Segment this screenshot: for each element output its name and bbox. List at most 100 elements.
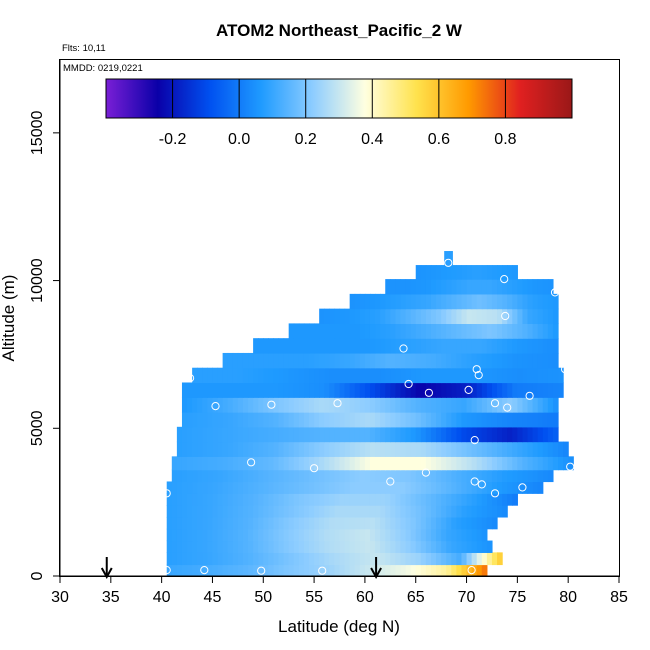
heatmap-cell xyxy=(380,338,386,354)
heatmap-cell xyxy=(466,469,473,483)
heatmap-cell xyxy=(268,456,275,471)
measurement-point xyxy=(500,275,509,284)
heatmap-cell xyxy=(319,469,325,483)
measurement-point xyxy=(162,566,171,575)
heatmap-cell xyxy=(176,481,183,494)
heatmap-cell xyxy=(486,382,493,398)
heatmap-cell xyxy=(390,367,396,384)
heatmap-cell xyxy=(369,412,376,428)
heatmap-cell xyxy=(542,293,549,310)
measurement-point xyxy=(470,477,479,486)
x-tick-label: 45 xyxy=(204,589,222,606)
heatmap-cell xyxy=(385,293,391,310)
heatmap-cell xyxy=(410,426,417,443)
heatmap-cell xyxy=(400,552,407,566)
heatmap-cell xyxy=(497,265,503,280)
heatmap-cell xyxy=(237,505,244,518)
heatmap-cell xyxy=(486,426,493,443)
heatmap-cell xyxy=(461,412,468,428)
heatmap-cell xyxy=(334,481,341,494)
heatmap-cell xyxy=(441,397,447,413)
heatmap-cell xyxy=(486,279,493,295)
heatmap-cell xyxy=(222,367,229,384)
heatmap-cell xyxy=(202,564,208,577)
heatmap-cell xyxy=(334,382,341,398)
heatmap-cell xyxy=(253,469,259,483)
heatmap-cell xyxy=(278,552,285,566)
heatmap-cell xyxy=(395,481,402,494)
heatmap-cell xyxy=(471,441,478,457)
heatmap-cell xyxy=(481,367,488,384)
measurement-point xyxy=(421,468,430,477)
x-axis-label: Latitude (deg N) xyxy=(278,617,400,636)
heatmap-cell xyxy=(339,564,346,577)
heatmap-cell xyxy=(268,505,275,518)
heatmap-cell xyxy=(558,456,564,471)
heatmap-cell xyxy=(497,382,503,398)
heatmap-cell xyxy=(288,382,295,398)
heatmap-cell xyxy=(380,352,386,369)
measurement-point xyxy=(267,400,276,409)
heatmap-cell xyxy=(303,564,310,577)
heatmap-cell xyxy=(263,382,269,398)
heatmap-cell xyxy=(512,397,518,413)
heatmap-cell xyxy=(253,412,259,428)
heatmap-cell xyxy=(430,505,437,518)
heatmap-cell xyxy=(441,426,447,443)
heatmap-cell xyxy=(359,528,366,542)
heatmap-cell xyxy=(380,397,386,413)
heatmap-cell xyxy=(283,516,290,530)
heatmap-cell xyxy=(283,367,290,384)
heatmap-cell xyxy=(309,564,315,577)
heatmap-cell xyxy=(324,528,330,542)
heatmap-cell xyxy=(303,505,310,518)
heatmap-cell xyxy=(537,469,544,483)
heatmap-cell xyxy=(171,493,178,506)
heatmap-cell xyxy=(187,426,193,443)
heatmap-cell xyxy=(324,456,330,471)
heatmap-cell xyxy=(410,552,417,566)
heatmap-cell xyxy=(390,412,396,428)
heatmap-cell xyxy=(547,323,554,339)
heatmap-cell xyxy=(253,338,259,354)
heatmap-cell xyxy=(248,367,254,384)
heatmap-cell xyxy=(436,456,442,471)
measurement-point xyxy=(162,489,171,498)
heatmap-cell xyxy=(253,481,259,494)
heatmap-cell xyxy=(349,382,356,398)
heatmap-cell xyxy=(202,481,208,494)
heatmap-cell xyxy=(420,265,427,280)
heatmap-cell xyxy=(369,338,376,354)
heatmap-cell xyxy=(268,564,275,577)
heatmap-cell xyxy=(461,279,468,295)
heatmap-cell xyxy=(354,564,361,577)
heatmap-cell xyxy=(222,441,229,457)
heatmap-cell xyxy=(202,552,208,566)
heatmap-cell xyxy=(202,456,208,471)
heatmap-cell xyxy=(405,397,412,413)
heatmap-cell xyxy=(471,279,478,295)
heatmap-cell xyxy=(354,426,361,443)
heatmap-cell xyxy=(420,564,427,577)
heatmap-cell xyxy=(497,397,503,413)
heatmap-cell xyxy=(410,516,417,530)
heatmap-cell xyxy=(390,493,396,506)
heatmap-cell xyxy=(171,505,178,518)
heatmap-cell xyxy=(359,481,366,494)
heatmap-cell xyxy=(491,397,498,413)
heatmap-cell xyxy=(491,352,498,369)
heatmap-cell xyxy=(359,367,366,384)
heatmap-cell xyxy=(517,323,524,339)
heatmap-cell xyxy=(441,265,447,280)
heatmap-cell xyxy=(354,540,361,553)
heatmap-cell xyxy=(425,323,432,339)
measurement-point xyxy=(464,385,473,394)
heatmap-cell xyxy=(176,552,183,566)
heatmap-cell xyxy=(471,323,478,339)
heatmap-cell xyxy=(364,493,371,506)
heatmap-cell xyxy=(268,481,275,494)
heatmap-cell xyxy=(395,279,402,295)
heatmap-cell xyxy=(390,323,396,339)
heatmap-cell xyxy=(466,481,473,494)
heatmap-cell xyxy=(359,493,366,506)
